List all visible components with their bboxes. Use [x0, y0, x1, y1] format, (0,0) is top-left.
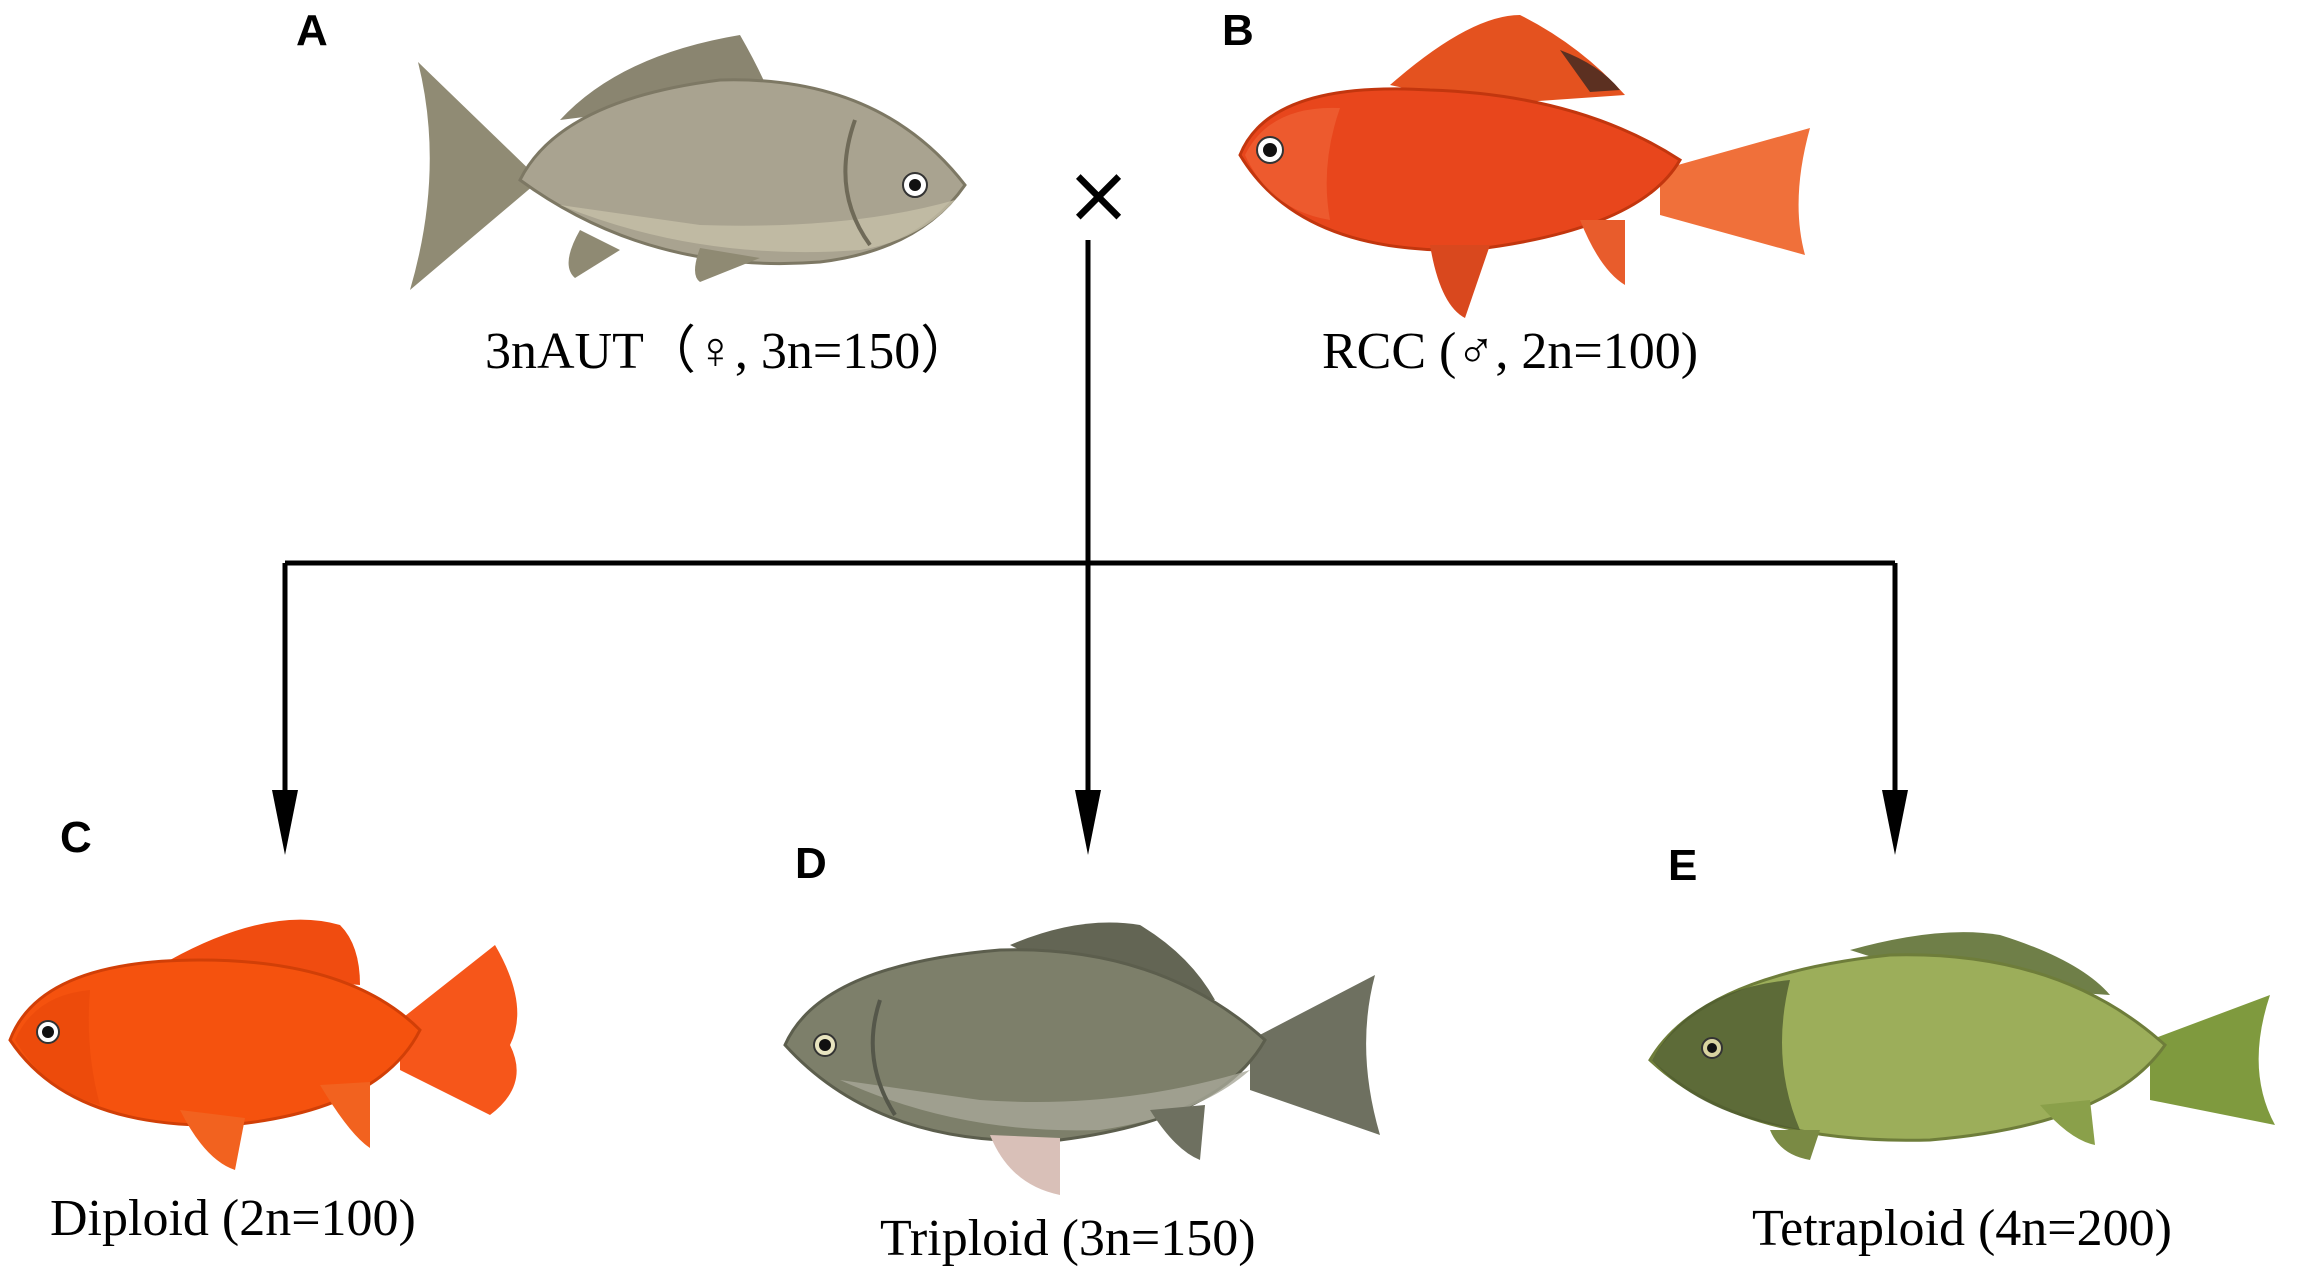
fish-caption-a: 3nAUT（♀, 3n=150） — [485, 323, 972, 380]
panel-b: B RCC (♂, 2n=100) — [1222, 6, 1810, 380]
panel-e: E Tetraploid (4n=200) — [1648, 841, 2275, 1257]
fish-caption-e: Tetraploid (4n=200) — [1752, 1200, 2172, 1257]
panel-c: C Diploid (2n=100) — [8, 813, 518, 1247]
fish-caption-b: RCC (♂, 2n=100) — [1322, 323, 1698, 380]
panel-letter-e: E — [1668, 841, 1697, 890]
fish-caption-d: Triploid (3n=150) — [880, 1210, 1256, 1267]
panel-d: D Triploid (3n=150) — [783, 839, 1380, 1267]
cross-symbol: × — [1065, 148, 1132, 241]
panel-letter-a: A — [296, 6, 328, 55]
fish-image-e — [1648, 932, 2275, 1160]
fish-image-a — [410, 35, 967, 290]
panel-a: A 3nAUT（♀, 3n=150） — [296, 6, 972, 380]
cross-lines — [272, 240, 1908, 855]
fish-image-d — [783, 922, 1380, 1195]
fish-image-b — [1238, 15, 1810, 318]
fish-caption-c: Diploid (2n=100) — [50, 1190, 416, 1247]
panel-letter-d: D — [795, 839, 827, 888]
fish-image-c — [8, 919, 518, 1170]
panel-letter-c: C — [60, 813, 92, 862]
panel-letter-b: B — [1222, 6, 1254, 55]
